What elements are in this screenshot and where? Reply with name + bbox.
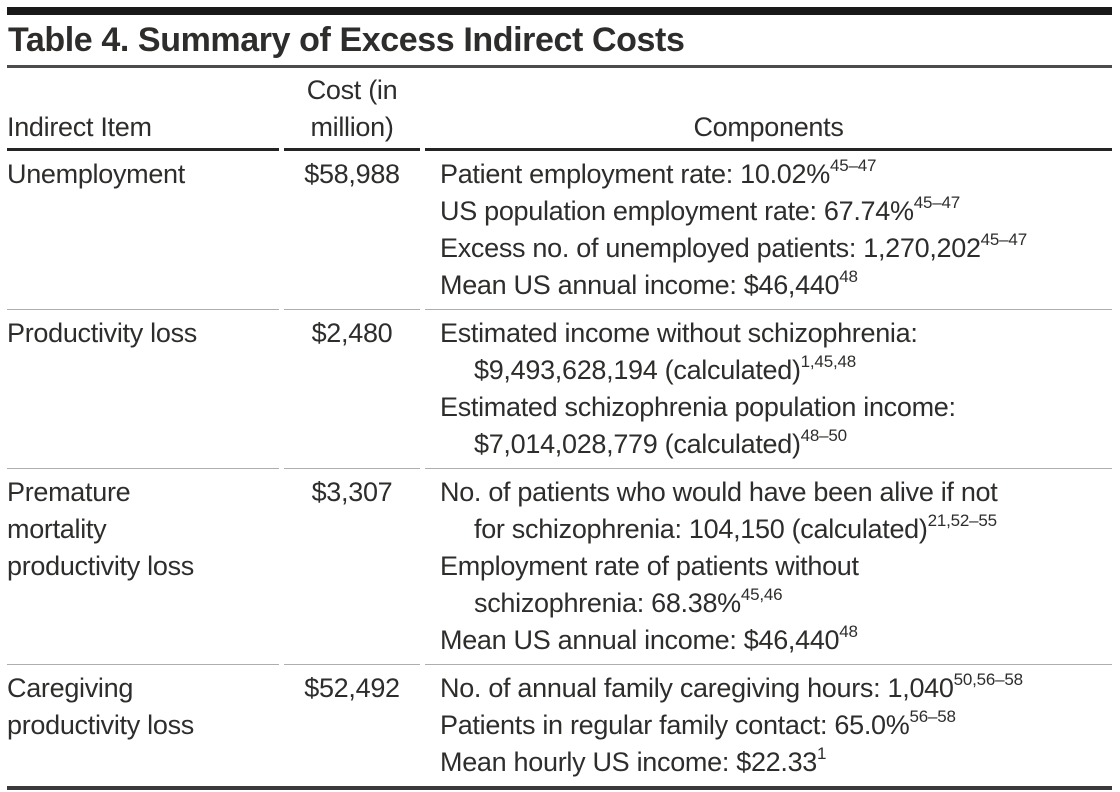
reference-superscript: 48–50 — [800, 426, 847, 445]
indirect-item-cell: Premature mortality productivity loss — [7, 469, 279, 665]
indirect-item-line: Unemployment — [7, 159, 185, 189]
reference-superscript: 45–47 — [980, 230, 1027, 249]
indirect-item-cell: Unemployment — [7, 151, 279, 310]
reference-superscript: 45,46 — [740, 585, 783, 604]
reference-superscript: 48 — [839, 267, 858, 286]
component-text: Employment rate of patients without — [440, 551, 859, 581]
component-line: Estimated income without schizophrenia: — [440, 315, 1112, 352]
table-body: Unemployment $58,988 Patient employment ra… — [7, 151, 1112, 786]
components-cell: Estimated income without schizophrenia: $… — [425, 310, 1112, 469]
reference-superscript: 1,45,48 — [800, 352, 857, 371]
table-row: Caregiving productivity loss $52,492 No. of… — [7, 665, 1112, 786]
reference-superscript: 50,56–58 — [953, 670, 1024, 689]
component-text: Mean hourly US income: $22.33 — [440, 747, 818, 777]
component-text: Patients in regular family contact: 65.0… — [440, 710, 910, 740]
cost-cell: $2,480 — [284, 310, 420, 469]
indirect-item-line: Caregiving — [7, 673, 134, 703]
component-line: No. of annual family caregiving hours: 1… — [440, 670, 1112, 707]
component-text: for schizophrenia: 104,150 (calculated) — [474, 514, 928, 544]
component-line: schizophrenia: 68.38%45,46 — [440, 585, 1112, 622]
component-line: Excess no. of unemployed patients: 1,270… — [440, 230, 1112, 267]
indirect-item-cell: Caregiving productivity loss — [7, 665, 279, 786]
component-text: $9,493,628,194 (calculated) — [474, 355, 801, 385]
component-text: Mean US annual income: $46,440 — [440, 270, 840, 300]
component-text: Estimated schizophrenia population incom… — [440, 392, 956, 422]
reference-superscript: 45–47 — [829, 156, 877, 175]
indirect-item-cell: Productivity loss — [7, 310, 279, 469]
component-text: Mean US annual income: $46,440 — [440, 625, 840, 655]
column-header-line: Components — [693, 112, 844, 142]
component-line: Patients in regular family contact: 65.0… — [440, 707, 1112, 744]
table-sheet: Table 4. Summary of Excess Indirect Cost… — [7, 7, 1112, 790]
cost-cell: $3,307 — [284, 469, 420, 665]
component-text: No. of patients who would have been aliv… — [440, 477, 998, 507]
cost-cell: $52,492 — [304, 673, 400, 703]
components-cell: Patient employment rate: 10.02%45–47 US p… — [425, 151, 1112, 310]
component-text: No. of annual family caregiving hours: 1… — [440, 673, 954, 703]
component-line: for schizophrenia: 104,150 (calculated)2… — [440, 511, 1112, 548]
component-text: Patient employment rate: 10.02% — [440, 159, 830, 189]
summary-table: Indirect Item Cost (in million) Components … — [2, 68, 1117, 786]
components-cell: No. of annual family caregiving hours: 1… — [425, 665, 1112, 786]
indirect-item-line: mortality — [7, 514, 107, 544]
table-header-row: Indirect Item Cost (in million) Components — [7, 68, 1112, 151]
component-line: Patient employment rate: 10.02%45–47 — [440, 156, 1112, 193]
cost-cell: $58,988 — [284, 151, 420, 310]
table-row: Premature mortality productivity loss $3,30… — [7, 469, 1112, 665]
component-text: Estimated income without schizophrenia: — [440, 318, 918, 348]
reference-superscript: 45–47 — [913, 193, 960, 212]
column-header-item: Indirect Item — [7, 68, 279, 151]
reference-superscript: 21,52–55 — [927, 511, 998, 530]
component-line: No. of patients who would have been aliv… — [440, 474, 1112, 511]
reference-superscript: 48 — [839, 622, 858, 641]
page-title: Table 4. Summary of Excess Indirect Cost… — [7, 15, 1112, 68]
indirect-item-line: productivity loss — [7, 710, 194, 740]
component-line: $7,014,028,779 (calculated)48–50 — [440, 426, 1112, 463]
bottom-rule-bar — [7, 786, 1112, 790]
reference-superscript: 1 — [817, 744, 827, 763]
component-line: US population employment rate: 67.74%45–… — [440, 193, 1112, 230]
component-text: $7,014,028,779 (calculated) — [474, 429, 801, 459]
column-header-line: million) — [310, 112, 394, 142]
indirect-item-line: productivity loss — [7, 551, 194, 581]
component-line: Mean hourly US income: $22.331 — [440, 744, 1112, 781]
column-header-cost: Cost (in million) — [284, 68, 420, 151]
indirect-item-line: Premature — [7, 477, 131, 507]
component-text: schizophrenia: 68.38% — [474, 588, 741, 618]
component-line: Mean US annual income: $46,44048 — [440, 622, 1112, 659]
component-line: $9,493,628,194 (calculated)1,45,48 — [440, 352, 1112, 389]
column-header-line: Cost (in — [306, 75, 398, 105]
component-line: Employment rate of patients without — [440, 548, 1112, 585]
table-row: Unemployment $58,988 Patient employment ra… — [7, 151, 1112, 310]
indirect-item-line: Productivity loss — [7, 318, 197, 348]
component-text: US population employment rate: 67.74% — [440, 196, 914, 226]
column-header-line: Indirect Item — [7, 112, 152, 142]
reference-superscript: 56–58 — [909, 707, 956, 726]
components-cell: No. of patients who would have been aliv… — [425, 469, 1112, 665]
component-line: Estimated schizophrenia population incom… — [440, 389, 1112, 426]
column-header-comp: Components — [425, 68, 1112, 151]
top-rule-bar — [7, 7, 1112, 15]
component-line: Mean US annual income: $46,44048 — [440, 267, 1112, 304]
table-row: Productivity loss $2,480 Estimated income … — [7, 310, 1112, 469]
component-text: Excess no. of unemployed patients: 1,270… — [440, 233, 981, 263]
